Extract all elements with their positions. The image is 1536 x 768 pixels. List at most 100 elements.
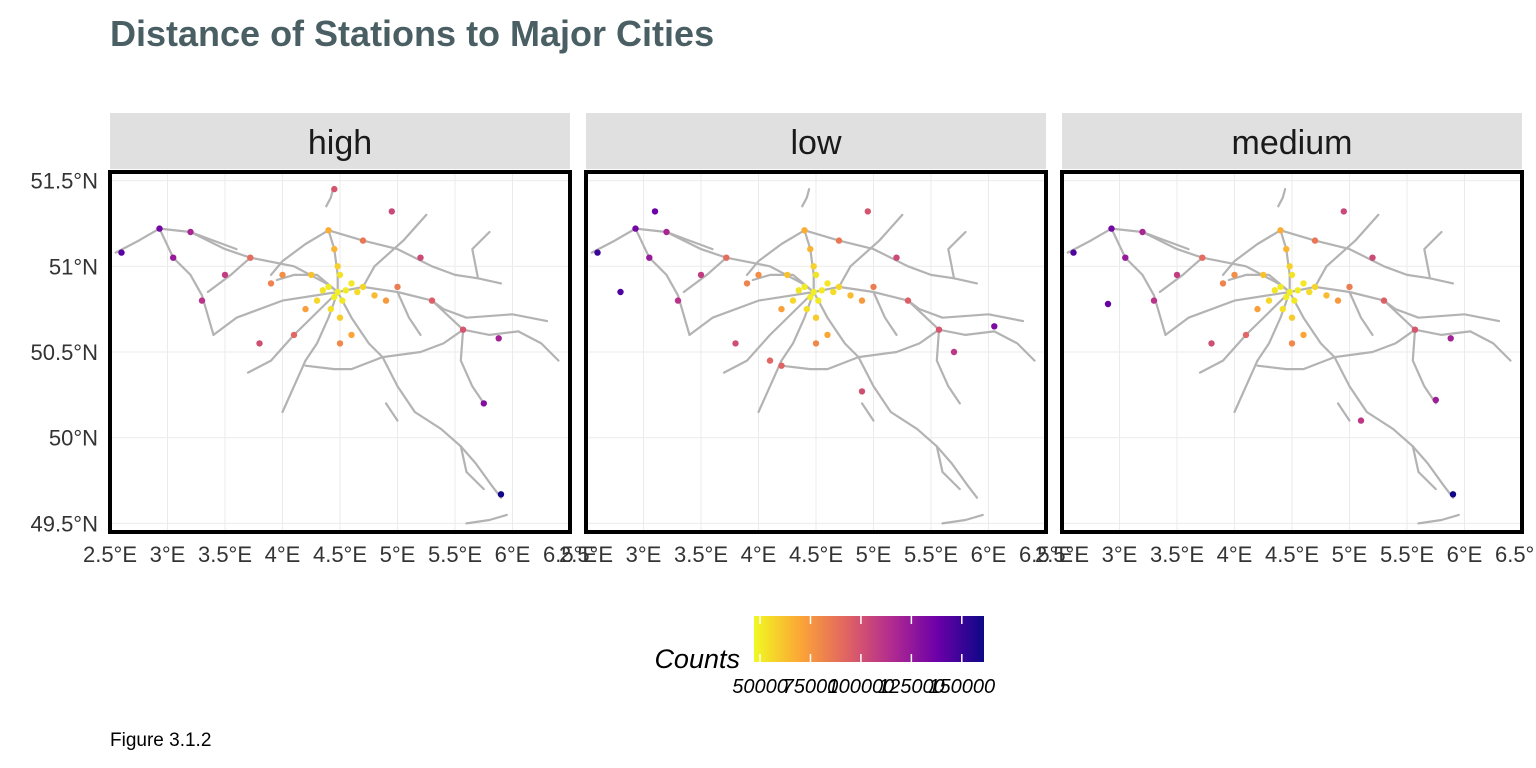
station-point bbox=[156, 225, 163, 232]
rail-line bbox=[1277, 188, 1287, 208]
station-point bbox=[308, 271, 315, 279]
rail-line bbox=[935, 445, 961, 491]
station-point bbox=[1104, 300, 1112, 308]
figure-caption: Figure 3.1.2 bbox=[110, 730, 211, 751]
station-point bbox=[1254, 305, 1261, 313]
rail-line bbox=[837, 213, 904, 288]
y-axis: 51.5°N 51°N 50.5°N 50°N 49.5°N bbox=[30, 169, 98, 537]
facet-strip bbox=[1062, 113, 1522, 169]
station-point bbox=[1139, 228, 1146, 236]
station-point bbox=[336, 271, 344, 279]
x-tick-label: 5.5°E bbox=[428, 542, 482, 567]
station-point bbox=[864, 208, 871, 215]
station-point bbox=[1334, 297, 1342, 304]
station-point bbox=[331, 245, 338, 253]
station-point bbox=[807, 245, 814, 253]
station-point bbox=[1323, 292, 1330, 299]
station-point bbox=[1122, 254, 1129, 261]
station-point bbox=[359, 237, 367, 244]
station-point bbox=[1279, 305, 1287, 313]
x-tick-label: 5°E bbox=[856, 542, 892, 567]
rail-line bbox=[430, 299, 549, 323]
x-tick-label: 4.5°E bbox=[789, 542, 843, 567]
rail-line bbox=[1233, 359, 1259, 414]
station-point bbox=[1340, 208, 1348, 215]
facet-panel-medium: medium 2.5°E 3°E 3.5°E 4°E 4.5°E 5°E 5.5°E 6°E 6.… bbox=[1035, 113, 1536, 567]
station-point bbox=[755, 271, 762, 279]
station-point bbox=[904, 297, 912, 304]
station-point bbox=[810, 288, 817, 296]
station-point bbox=[1449, 491, 1457, 498]
station-point bbox=[824, 280, 831, 287]
station-point bbox=[302, 305, 309, 313]
station-point bbox=[830, 288, 837, 296]
rail-line bbox=[1164, 290, 1291, 336]
station-point bbox=[1380, 297, 1388, 304]
legend-tick-label: 50000 bbox=[732, 676, 788, 698]
station-point bbox=[1286, 263, 1293, 270]
station-point bbox=[812, 340, 820, 347]
x-tick-label: 5°E bbox=[380, 542, 416, 567]
rail-line bbox=[465, 513, 508, 525]
rail-line bbox=[1256, 356, 1336, 371]
x-tick-label: 6.5°E bbox=[1019, 542, 1073, 567]
facet-strip bbox=[586, 113, 1046, 169]
station-point bbox=[1260, 271, 1267, 279]
rail-line bbox=[1333, 328, 1417, 359]
rail-line bbox=[1469, 330, 1512, 362]
station-point bbox=[348, 280, 355, 287]
rail-line bbox=[114, 227, 339, 294]
x-tick-label: 4°E bbox=[1217, 542, 1253, 567]
rail-line bbox=[1256, 290, 1291, 362]
chart-title: Distance of Stations to Major Cities bbox=[110, 13, 714, 54]
station-point bbox=[256, 340, 263, 347]
rail-line bbox=[158, 227, 215, 336]
station-point bbox=[815, 297, 822, 304]
station-point bbox=[835, 237, 843, 244]
station-point bbox=[325, 283, 332, 291]
station-point bbox=[1288, 314, 1296, 321]
station-point bbox=[187, 228, 194, 236]
station-point bbox=[1070, 249, 1077, 256]
legend-tick-label: 150000 bbox=[928, 676, 995, 698]
rail-line bbox=[325, 188, 335, 208]
station-point bbox=[858, 297, 866, 304]
station-point bbox=[327, 305, 334, 313]
station-point bbox=[697, 271, 705, 279]
station-point bbox=[1294, 287, 1302, 294]
facet-strip bbox=[110, 113, 570, 169]
facet-strip-label: medium bbox=[1232, 124, 1353, 162]
station-point bbox=[247, 254, 254, 261]
rail-line bbox=[634, 227, 691, 336]
station-point bbox=[354, 288, 361, 296]
station-point bbox=[342, 287, 349, 294]
station-point bbox=[417, 254, 424, 261]
station-point bbox=[950, 348, 958, 356]
station-point bbox=[732, 340, 739, 347]
station-point bbox=[1283, 293, 1290, 301]
station-point bbox=[1150, 297, 1158, 304]
station-point bbox=[617, 288, 624, 296]
x-tick-label: 6°E bbox=[495, 542, 531, 567]
rail-line bbox=[1288, 290, 1455, 499]
station-point bbox=[789, 297, 797, 304]
station-point bbox=[812, 271, 820, 279]
legend-tick-label: 125000 bbox=[878, 676, 945, 698]
station-point bbox=[1173, 271, 1181, 279]
x-tick-label: 3°E bbox=[1102, 542, 1138, 567]
rail-line bbox=[459, 445, 485, 491]
station-point bbox=[1291, 297, 1298, 304]
x-tick-label: 4.5°E bbox=[1265, 542, 1319, 567]
rail-line bbox=[757, 359, 783, 414]
station-point bbox=[1432, 396, 1440, 404]
rail-line bbox=[590, 227, 815, 294]
y-tick-label: 50°N bbox=[49, 426, 98, 451]
station-point bbox=[279, 271, 286, 279]
station-point bbox=[170, 254, 177, 261]
x-tick-label: 6°E bbox=[1447, 542, 1483, 567]
station-point bbox=[1271, 287, 1279, 294]
rail-line bbox=[361, 213, 428, 288]
rail-line bbox=[751, 273, 815, 294]
station-point bbox=[339, 297, 346, 304]
